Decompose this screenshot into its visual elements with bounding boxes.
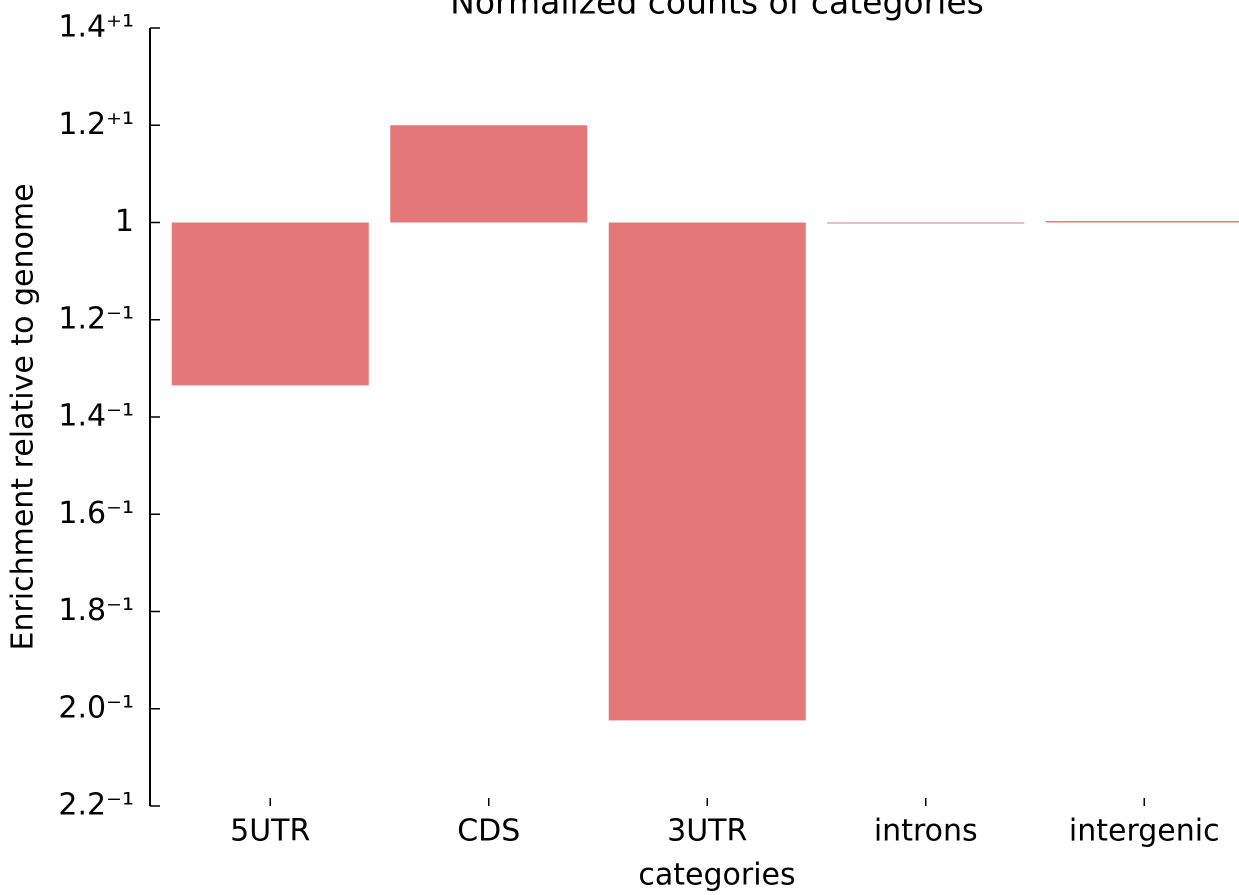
- y-tick-label: 2.2⁻¹: [58, 788, 134, 823]
- y-tick-label: 1.8⁻¹: [58, 593, 134, 628]
- x-tick-label: intergenic: [1069, 814, 1220, 849]
- x-tick-label: CDS: [457, 814, 520, 849]
- y-tick-label: 1.2⁻¹: [58, 301, 134, 336]
- x-tick-label: introns: [874, 814, 978, 849]
- bar: [608, 222, 806, 721]
- y-tick-label: 2.0⁻¹: [58, 690, 134, 725]
- bar: [171, 222, 369, 386]
- y-axis-label: Enrichment relative to genome: [6, 183, 41, 650]
- y-tick-label: 1: [115, 204, 134, 239]
- x-tick-label: 3UTR: [667, 814, 747, 849]
- y-tick-label: 1.4⁻¹: [58, 399, 134, 434]
- y-tick-label: 1.2⁺¹: [58, 107, 134, 142]
- x-axis-label: categories: [638, 858, 795, 893]
- y-tick-label: 1.4⁺¹: [58, 10, 134, 45]
- bar: [390, 125, 588, 223]
- bar: [827, 222, 1025, 224]
- bar: [1045, 221, 1239, 223]
- chart-title: Normalized counts of categories: [450, 0, 984, 22]
- x-tick-label: 5UTR: [230, 814, 310, 849]
- y-tick-label: 1.6⁻¹: [58, 496, 134, 531]
